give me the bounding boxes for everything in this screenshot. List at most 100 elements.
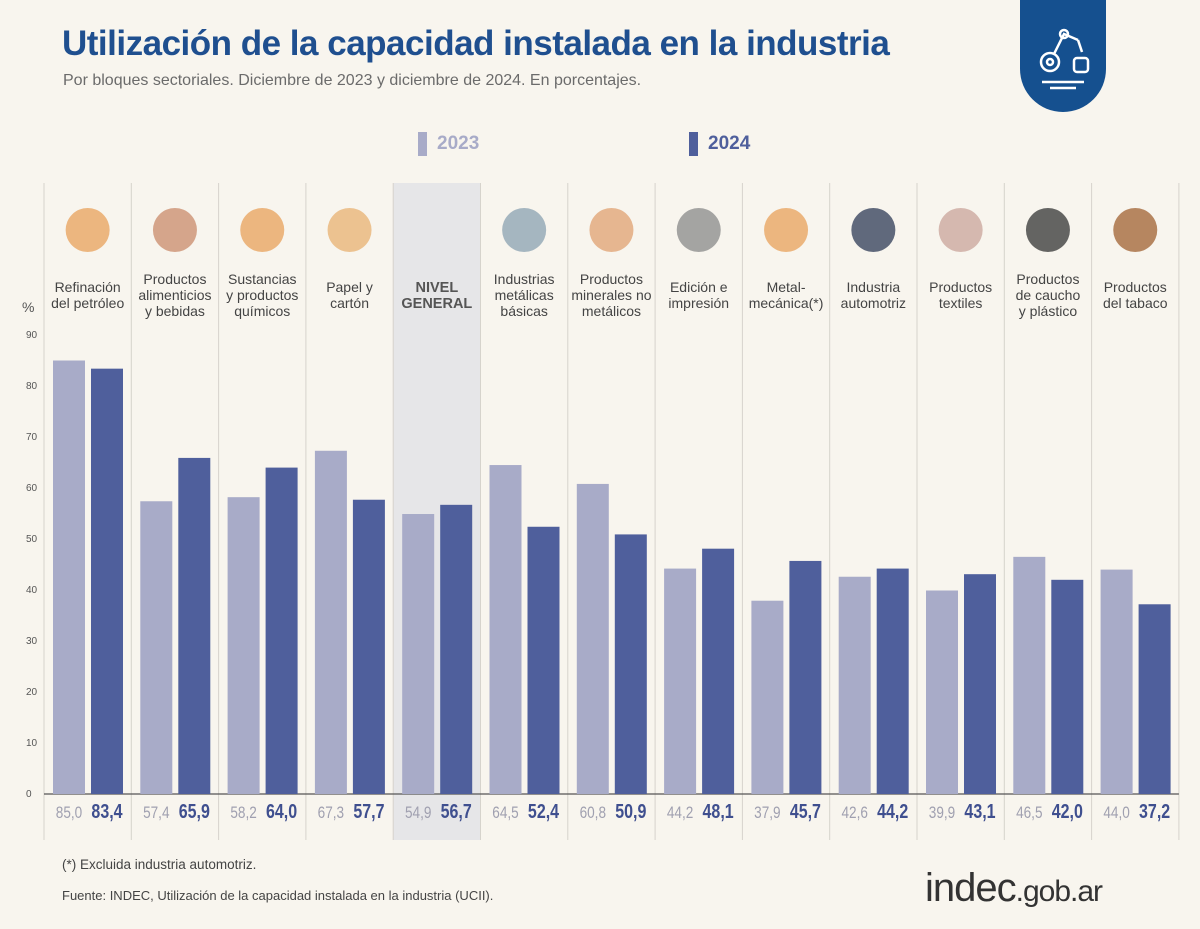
legend-label: 2024 (708, 133, 751, 154)
legend-swatch-2024 (689, 132, 698, 156)
category-label: Productos (1016, 271, 1079, 287)
bar-2024 (614, 534, 647, 794)
data-label-2024: 37,2 (1139, 800, 1170, 822)
data-label-2024: 56,7 (441, 800, 472, 822)
category-label: del petróleo (51, 295, 124, 311)
bar-2024 (527, 526, 560, 794)
y-tick-label: 90 (26, 330, 38, 341)
data-label-2023: 37,9 (754, 804, 780, 823)
bar-2023 (140, 501, 173, 794)
data-label-2023: 85,0 (56, 804, 82, 823)
category-label: Edición e (670, 279, 728, 295)
category-label: del tabaco (1103, 295, 1168, 311)
y-tick-label: 50 (26, 534, 38, 545)
category-label: impresión (668, 295, 729, 311)
category-label: Refinación (55, 279, 121, 295)
data-label-2023: 44,2 (667, 804, 693, 823)
category-illustration-icon (764, 208, 809, 252)
category-label: químicos (234, 303, 290, 319)
data-label-2024: 65,9 (179, 800, 210, 822)
bar-2023 (314, 450, 347, 794)
category-label: Productos (143, 271, 206, 287)
category-label: textiles (939, 295, 983, 311)
y-axis-label: % (22, 299, 34, 315)
category-label: metálicas (495, 287, 554, 303)
data-label-2024: 43,1 (964, 800, 995, 822)
page-title: Utilización de la capacidad instalada en… (62, 24, 890, 63)
category-illustration-icon (851, 208, 896, 252)
category-label: mecánica(*) (749, 295, 824, 311)
category-label: básicas (500, 303, 547, 319)
bar-2024 (352, 499, 385, 794)
category-label: Productos (1104, 279, 1167, 295)
category-illustration-icon (502, 208, 547, 252)
y-tick-label: 30 (26, 636, 38, 647)
category-label: Productos (580, 271, 643, 287)
bar-2024 (440, 504, 473, 794)
category-illustration-icon (589, 208, 634, 252)
bar-2023 (926, 590, 958, 794)
bar-2024 (178, 457, 211, 794)
y-tick-label: 70 (26, 432, 38, 443)
bar-2023 (489, 465, 522, 794)
bar-2023 (227, 497, 260, 794)
data-label-2024: 83,4 (91, 800, 122, 822)
bar-2024 (964, 574, 996, 794)
category-label: Productos (929, 279, 992, 295)
category-label: Industria (846, 279, 900, 295)
data-label-2024: 64,0 (266, 800, 297, 822)
legend-2024: 2024 (689, 132, 750, 156)
data-label-2024: 44,2 (877, 800, 908, 822)
data-label-2023: 46,5 (1016, 804, 1042, 823)
bar-2024 (789, 560, 822, 794)
data-label-2024: 42,0 (1052, 800, 1083, 822)
category-illustration-icon (240, 208, 285, 252)
category-label: de caucho (1016, 287, 1081, 303)
industry-robot-arm-icon (1020, 0, 1106, 112)
data-label-2023: 42,6 (841, 804, 867, 823)
page-subtitle: Por bloques sectoriales. Diciembre de 20… (63, 72, 642, 89)
category-illustration-icon (65, 208, 110, 252)
category-illustration-icon (1113, 208, 1158, 252)
source-note: Fuente: INDEC, Utilización de la capacid… (62, 888, 494, 903)
data-label-2023: 54,9 (405, 804, 431, 823)
data-label-2024: 48,1 (703, 800, 734, 822)
legend-2023: 2023 (418, 132, 479, 156)
y-tick-label: 10 (26, 738, 38, 749)
brand-logo: indec.gob.ar (925, 866, 1103, 911)
bar-2023 (838, 576, 871, 794)
legend-swatch-2023 (418, 132, 427, 156)
legend-label: 2023 (437, 133, 480, 154)
bar-2024 (1051, 579, 1084, 794)
bar-2024 (876, 568, 909, 794)
category-label: GENERAL (401, 296, 472, 312)
bar-2024 (265, 467, 298, 794)
bar-2023 (576, 483, 609, 794)
category-illustration-icon (938, 208, 983, 252)
bar-2023 (751, 600, 784, 794)
data-label-2024: 45,7 (790, 800, 821, 822)
y-tick-label: 40 (26, 585, 38, 596)
category-illustration-icon (327, 208, 372, 252)
footnote: (*) Excluida industria automotriz. (62, 857, 257, 872)
bar-2024 (91, 368, 123, 794)
data-label-2024: 52,4 (528, 800, 559, 822)
category-label: automotriz (841, 295, 906, 311)
category-label: cartón (330, 295, 369, 311)
category-label: alimenticios (138, 287, 211, 303)
brand-name: indec (925, 866, 1017, 910)
data-label-2023: 57,4 (143, 804, 170, 823)
bar-2023 (53, 360, 85, 794)
bar-2023 (1100, 569, 1133, 794)
y-tick-label: 60 (26, 483, 38, 494)
data-label-2023: 39,9 (929, 804, 955, 823)
category-illustration-icon (152, 208, 197, 252)
category-label: Metal- (767, 279, 806, 295)
category-label: NIVEL (415, 280, 458, 296)
y-tick-label: 80 (26, 381, 38, 392)
bar-2024 (702, 548, 735, 794)
category-illustration-icon (1025, 208, 1070, 252)
data-label-2023: 44,0 (1103, 804, 1129, 823)
